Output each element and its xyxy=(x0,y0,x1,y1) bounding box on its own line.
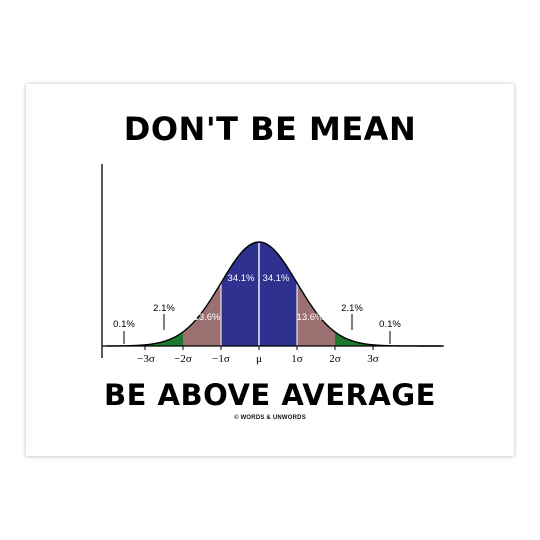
credit-line: © WORDS & UNWORDS xyxy=(234,415,306,421)
label-second-left: 13.6% xyxy=(194,312,221,323)
band-third-right xyxy=(335,331,373,346)
axis-label-mu: μ xyxy=(256,353,262,365)
axis-label-minus-1-sigma: −1σ xyxy=(212,353,230,365)
headline-top: DON'T BE MEAN xyxy=(123,110,417,148)
axis-ticks xyxy=(144,346,374,350)
label-second-right: 13.6% xyxy=(297,312,324,323)
headline-bottom: BE ABOVE AVERAGE xyxy=(104,378,436,412)
label-tail-left: 0.1% xyxy=(113,319,135,330)
band-third-left xyxy=(145,331,183,346)
axis-label-2-sigma: 2σ xyxy=(329,353,341,365)
label-third-right: 2.1% xyxy=(341,303,363,314)
axis-label-minus-2-sigma: −2σ xyxy=(174,353,192,365)
label-center-left: 34.1% xyxy=(228,273,255,284)
axis-label-1-sigma: 1σ xyxy=(291,353,303,365)
label-third-left: 2.1% xyxy=(153,303,175,314)
axis-label-minus-3-sigma: −3σ xyxy=(137,353,155,365)
normal-distribution-diagram: 0.1% 2.1% 13.6% 34.1% 34.1% 13.6% 2.1% 0… xyxy=(101,164,444,365)
label-center-right: 34.1% xyxy=(263,273,290,284)
label-tail-right: 0.1% xyxy=(379,319,401,330)
postcard: DON'T BE MEAN 0.1% 2.1% 13.6% 34.1% 34.1… xyxy=(26,84,514,456)
axis-label-3-sigma: 3σ xyxy=(367,353,379,365)
